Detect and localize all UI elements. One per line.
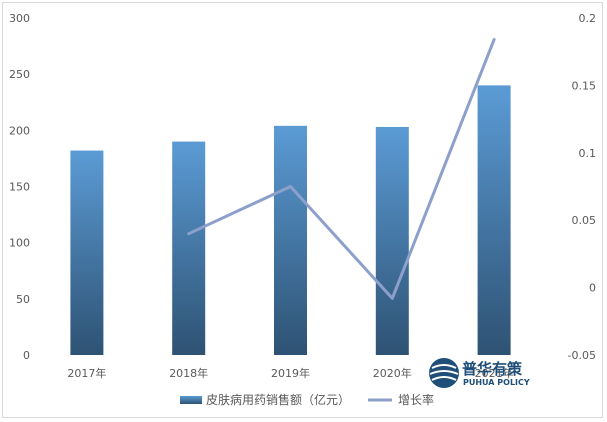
logo-name-en: PUHUA POLICY xyxy=(463,378,530,387)
right-axis-ticks: -0.05 0 0.05 0.1 0.15 0.2 xyxy=(568,12,596,362)
logo-name-cn: 普华有策 xyxy=(462,360,523,378)
logo-globe-stripes xyxy=(429,364,459,381)
x-axis-tick-label: 2020年 xyxy=(373,366,412,380)
left-axis-tick-label: 50 xyxy=(16,293,30,306)
right-axis-tick-label: 0.2 xyxy=(579,12,597,25)
legend-bar-label: 皮肤病用药销售额（亿元） xyxy=(206,392,350,407)
x-axis-tick-label: 2021年 xyxy=(475,366,514,380)
left-axis-tick-label: 250 xyxy=(9,68,30,81)
sales-bar xyxy=(274,125,307,355)
sales-bar xyxy=(172,141,206,355)
x-axis-tick-label: 2018年 xyxy=(169,366,208,380)
x-axis-labels: 2017年 2018年 2019年 2020年 2021年 xyxy=(67,366,513,380)
right-axis-tick-label: 0.15 xyxy=(572,79,597,92)
sales-bar xyxy=(70,150,104,355)
growth-rate-line xyxy=(187,38,496,300)
watermark-logo: 普华有策 PUHUA POLICY xyxy=(429,358,530,388)
sales-bar xyxy=(375,126,409,355)
left-axis-tick-label: 300 xyxy=(9,12,30,25)
right-axis-tick-label: 0 xyxy=(589,282,596,295)
left-axis-tick-label: 200 xyxy=(9,124,30,137)
left-axis-tick-label: 0 xyxy=(23,349,30,362)
bar-series xyxy=(70,85,511,356)
left-axis-tick-label: 150 xyxy=(9,181,30,194)
right-axis-tick-label: -0.05 xyxy=(568,349,596,362)
left-axis-tick-label: 100 xyxy=(9,237,30,250)
legend-line-label: 增长率 xyxy=(398,392,434,407)
legend-bar-swatch xyxy=(180,396,202,404)
legend: 皮肤病用药销售额（亿元） 增长率 xyxy=(180,392,434,407)
left-axis-ticks: 0 50 100 150 200 250 300 xyxy=(9,12,30,362)
right-axis-tick-label: 0.05 xyxy=(572,214,597,227)
x-axis-tick-label: 2019年 xyxy=(271,366,310,380)
right-axis-tick-label: 0.1 xyxy=(579,147,597,160)
sales-bar xyxy=(477,85,511,356)
x-axis-tick-label: 2017年 xyxy=(67,366,106,380)
